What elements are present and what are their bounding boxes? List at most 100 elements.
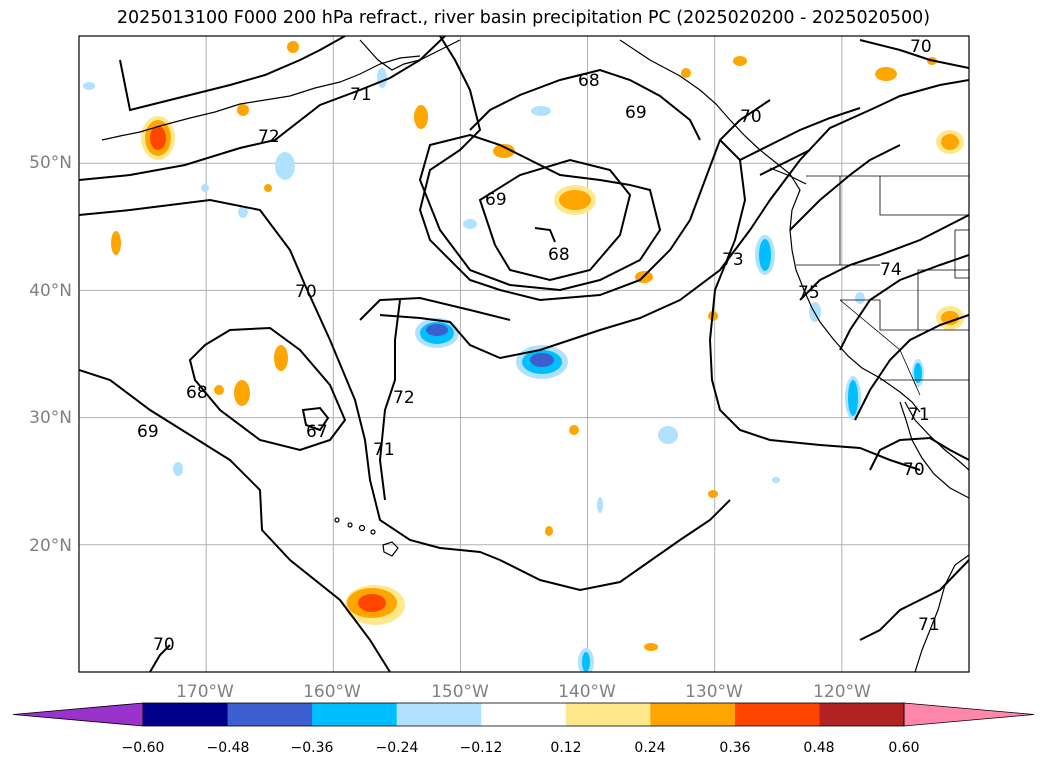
figure-title: 2025013100 F000 200 hPa refract., river …	[116, 8, 931, 28]
contour-74	[799, 214, 969, 301]
contour-75-north	[789, 144, 901, 231]
contour-71-se	[869, 436, 969, 471]
precip-patch	[414, 105, 428, 129]
contour-68-center	[534, 227, 556, 243]
precip-patch	[559, 190, 591, 210]
alaska-coast	[359, 39, 461, 71]
colorbar-segment	[481, 703, 567, 726]
contour-label: 70	[740, 107, 762, 127]
colorbar-segment	[227, 703, 313, 726]
contour-label: 70	[153, 635, 175, 655]
precip-patch	[201, 184, 209, 192]
precip-patch	[681, 68, 691, 78]
precip-patch	[914, 363, 922, 383]
lat-tick-label: 50°N	[29, 153, 72, 173]
contour-71-center	[359, 296, 511, 321]
contour-68-sw	[188, 326, 347, 452]
lon-tick-label: 120°W	[813, 682, 871, 702]
contour-label: 69	[137, 422, 159, 442]
precip-patch	[941, 134, 959, 150]
colorbar-segment	[312, 703, 398, 726]
lon-tick-label: 140°W	[558, 682, 616, 702]
precip-patch	[875, 67, 897, 81]
precip-patch	[234, 380, 250, 406]
colorbar-segment	[565, 703, 651, 726]
lat-tick-label: 20°N	[29, 536, 72, 556]
contour-label: 72	[393, 388, 415, 408]
contour-label: 73	[722, 250, 744, 270]
precip-patch	[644, 643, 658, 651]
precip-patch	[83, 82, 95, 90]
contour-lines	[79, 36, 969, 672]
contour-label: 71	[918, 615, 940, 635]
colorbar-tick-label: 0.60	[888, 740, 919, 756]
lat-tick-label: 30°N	[29, 408, 72, 428]
hawaii-islands	[334, 517, 399, 557]
colorbar-tick-label: −0.60	[122, 740, 165, 756]
colorbar-tick-label: −0.24	[376, 740, 419, 756]
precip-patch	[173, 462, 183, 476]
precip-patch	[733, 56, 747, 66]
precip-patch	[531, 106, 551, 116]
contour-70-bottom	[149, 644, 171, 672]
lon-tick-label: 160°W	[303, 682, 361, 702]
vancouver-island	[769, 167, 807, 185]
precip-patch	[708, 490, 718, 498]
contour-label: 72	[258, 127, 280, 147]
precip-patch	[275, 152, 295, 180]
colorbar-segment	[819, 703, 905, 726]
contour-label: 71	[350, 85, 372, 105]
contour-label: 71	[908, 405, 930, 425]
aleutian-coast	[101, 55, 421, 141]
colorbar-tick-label: 0.12	[550, 740, 581, 756]
contour-label: 70	[903, 460, 925, 480]
precip-patch	[237, 104, 249, 116]
contour-72-se	[854, 314, 969, 421]
contour-67	[301, 406, 330, 432]
lon-tick-label: 150°W	[431, 682, 489, 702]
contour-label: 69	[625, 103, 647, 123]
contour-label: 71	[373, 440, 395, 460]
colorbar-tick-label: −0.36	[291, 740, 334, 756]
contour-71-bottom	[859, 559, 969, 641]
precip-patch	[759, 239, 771, 271]
precip-patch	[287, 41, 299, 53]
precip-patch	[463, 219, 477, 229]
contour-69-inner	[478, 158, 632, 282]
contour-label: 74	[880, 260, 902, 280]
state-border	[954, 229, 969, 279]
precip-patch	[569, 425, 579, 435]
precip-patch	[111, 231, 121, 255]
lon-tick-label: 170°W	[176, 682, 234, 702]
map-frame	[78, 35, 970, 673]
latitude-tick-labels: 50°N 40°N 30°N 20°N	[29, 153, 72, 556]
contour-71-north	[119, 36, 346, 112]
contour-label: 68	[186, 383, 208, 403]
colorbar-tick-label: 0.48	[803, 740, 834, 756]
precip-patch	[941, 311, 959, 325]
colorbar-extend-left	[12, 702, 144, 727]
precip-patch	[264, 184, 272, 192]
lat-tick-label: 40°N	[29, 281, 72, 301]
precip-patch	[238, 206, 248, 218]
precip-patch	[772, 477, 780, 483]
longitude-tick-labels: 170°W 160°W 150°W 140°W 130°W 120°W	[176, 682, 871, 702]
precip-patch	[530, 353, 554, 367]
contour-label: 70	[295, 282, 317, 302]
precip-patch	[358, 594, 386, 612]
colorbar-tick-label: 0.24	[634, 740, 665, 756]
precip-patch	[658, 426, 678, 444]
precip-patch	[582, 652, 590, 672]
mexico-coast	[914, 554, 969, 672]
precip-patch	[426, 324, 448, 336]
contour-69-loop	[418, 36, 771, 302]
graticule	[79, 36, 969, 672]
baja-coast	[899, 401, 969, 499]
contour-74-north	[759, 149, 811, 176]
contour-68-north	[469, 68, 701, 141]
contour-69-center	[418, 133, 662, 292]
colorbar-segment	[143, 703, 229, 726]
contour-73	[708, 139, 921, 471]
precip-patch	[493, 144, 515, 158]
